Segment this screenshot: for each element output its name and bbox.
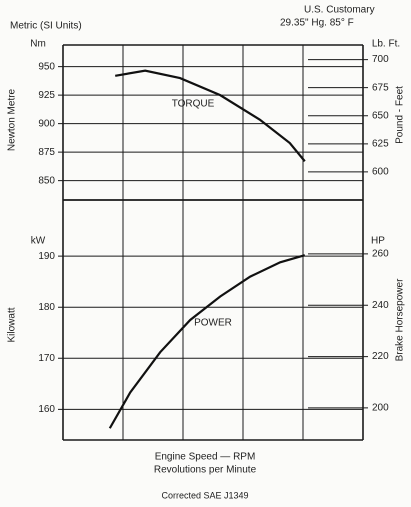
x-axis-label: Engine Speed — RPM [155, 452, 256, 463]
y2-tick-label: 260 [372, 249, 389, 260]
y-unit: kW [31, 236, 46, 247]
footnote: Corrected SAE J1349 [161, 490, 248, 500]
y2-tick-label: 220 [372, 351, 389, 362]
y-tick-label: 190 [38, 251, 55, 262]
y2-unit: HP [371, 236, 385, 247]
curve [115, 69, 306, 162]
curve-label: TORQUE [172, 99, 215, 110]
y-tick-label: 170 [38, 353, 55, 364]
y-tick-label: 925 [38, 90, 55, 101]
y-tick-label: 875 [38, 147, 55, 158]
y-tick-label: 160 [38, 404, 55, 415]
conditions-label: 29.35" Hg. 85° F [280, 18, 354, 29]
y2-axis-label: Brake Horsepower [395, 278, 406, 361]
y2-tick-label: 240 [372, 300, 389, 311]
y2-tick-label: 700 [372, 54, 389, 65]
y2-tick-label: 625 [372, 138, 389, 149]
x-axis-sublabel: Revolutions per Minute [154, 465, 257, 476]
metric-label: Metric (SI Units) [10, 21, 82, 32]
y-axis-label: Kilowatt [7, 307, 18, 342]
y-unit: Nm [30, 39, 46, 50]
y2-tick-label: 200 [372, 403, 389, 414]
y2-axis-label: Pound - Feet [395, 86, 406, 144]
y2-tick-label: 675 [372, 82, 389, 93]
y-tick-label: 950 [38, 61, 55, 72]
y-axis-label: Newton Metre [7, 88, 18, 151]
y2-tick-label: 600 [372, 167, 389, 178]
curve-label: POWER [194, 318, 232, 329]
y-tick-label: 850 [38, 175, 55, 186]
y-tick-label: 180 [38, 302, 55, 313]
customary-label: U.S. Customary [304, 5, 375, 16]
y-tick-label: 900 [38, 118, 55, 129]
curve [108, 254, 306, 429]
y2-tick-label: 650 [372, 110, 389, 121]
y2-unit: Lb. Ft. [372, 39, 400, 50]
